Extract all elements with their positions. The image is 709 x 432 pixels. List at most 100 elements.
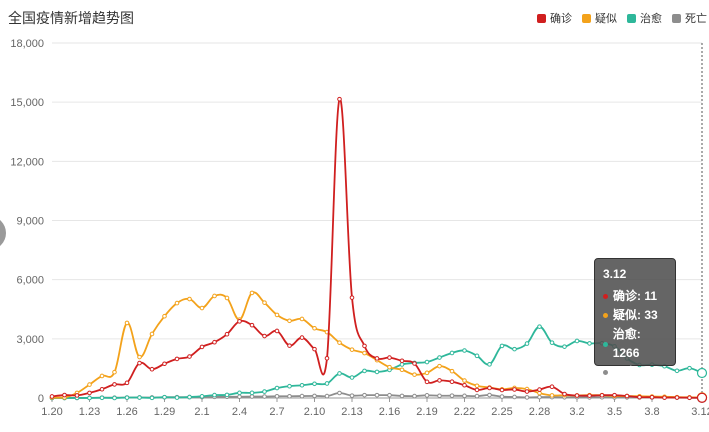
data-point xyxy=(137,395,142,400)
data-point xyxy=(312,346,317,352)
data-point xyxy=(99,395,105,401)
tooltip-value-confirmed: 确诊: 11 xyxy=(613,289,658,303)
data-point xyxy=(487,392,492,398)
data-point xyxy=(512,346,517,352)
x-tick-label: 1.29 xyxy=(154,406,175,418)
data-point xyxy=(537,394,542,400)
data-point xyxy=(587,341,592,346)
data-point xyxy=(637,394,642,400)
legend-swatch-dead xyxy=(672,13,681,23)
tooltip-value-cured: 治愈: 1266 xyxy=(612,327,641,360)
data-point xyxy=(262,333,267,339)
data-point xyxy=(199,344,205,350)
data-point xyxy=(687,395,692,401)
legend-label-suspected: 疑似 xyxy=(595,13,617,25)
x-tick-label: 2.28 xyxy=(529,406,550,418)
data-point xyxy=(287,383,292,389)
chart-title: 全国疫情新增趋势图 xyxy=(8,10,134,26)
data-point xyxy=(696,392,708,403)
data-point xyxy=(387,392,392,398)
x-tick-label: 3.5 xyxy=(607,406,622,418)
data-point xyxy=(462,382,467,388)
data-point xyxy=(74,393,80,398)
data-point xyxy=(337,96,342,102)
data-point xyxy=(112,395,117,401)
x-tick-label: 2.4 xyxy=(232,406,247,418)
data-point xyxy=(274,312,280,318)
data-point xyxy=(587,393,592,398)
data-point xyxy=(262,394,267,399)
data-point xyxy=(187,296,192,302)
data-point xyxy=(399,393,405,399)
data-point xyxy=(224,295,230,301)
y-tick-label: 15,000 xyxy=(10,97,44,109)
legend-item-suspected[interactable]: 疑似 xyxy=(582,10,617,26)
data-point xyxy=(87,395,92,401)
legend-item-dead[interactable]: 死亡 xyxy=(672,10,707,26)
tooltip-date: 3.12 xyxy=(603,267,627,281)
data-point xyxy=(374,392,380,398)
data-point xyxy=(424,393,430,398)
data-point xyxy=(174,356,180,362)
data-point xyxy=(87,382,92,387)
tooltip-value-dead: 死亡: 7 xyxy=(613,365,652,379)
data-point xyxy=(299,316,305,322)
x-tick-label: 1.23 xyxy=(79,406,100,418)
data-point xyxy=(187,354,192,359)
data-point xyxy=(349,295,355,300)
data-point xyxy=(424,370,430,376)
data-point xyxy=(474,393,480,399)
data-point xyxy=(362,350,367,356)
data-point xyxy=(249,394,255,399)
data-point xyxy=(212,339,217,345)
data-point xyxy=(212,293,217,299)
x-tick-label: 1.26 xyxy=(116,406,137,418)
data-point xyxy=(324,393,330,399)
data-point xyxy=(124,320,130,326)
data-point xyxy=(149,366,155,372)
scroll-handle[interactable] xyxy=(0,216,6,250)
data-point xyxy=(412,393,417,399)
data-point xyxy=(512,394,517,400)
data-point xyxy=(562,391,567,397)
data-point xyxy=(287,318,292,324)
data-point xyxy=(487,385,492,391)
data-point xyxy=(337,340,342,345)
data-point xyxy=(412,372,417,377)
data-point xyxy=(349,375,355,380)
data-point xyxy=(262,389,267,394)
data-point xyxy=(249,390,255,396)
legend-label-cured: 治愈 xyxy=(640,13,662,25)
data-point xyxy=(174,395,180,400)
data-point xyxy=(324,381,330,386)
tooltip: 3.12 确诊: 11 疑似: 33 治愈: 1266 死亡: 7 xyxy=(594,258,676,379)
data-point xyxy=(549,393,555,398)
data-point xyxy=(162,361,167,367)
legend-label-confirmed: 确诊 xyxy=(550,13,572,25)
data-point xyxy=(137,354,142,360)
data-point xyxy=(349,347,355,352)
data-point xyxy=(224,392,230,398)
data-point xyxy=(474,353,480,359)
legend-item-confirmed[interactable]: 确诊 xyxy=(537,10,572,26)
data-point xyxy=(524,389,530,394)
data-point xyxy=(599,392,605,398)
legend-swatch-cured xyxy=(627,13,636,23)
data-point xyxy=(337,390,342,396)
data-point xyxy=(412,361,417,366)
data-point xyxy=(162,313,167,319)
data-point xyxy=(249,322,255,328)
data-point xyxy=(299,335,305,340)
data-point xyxy=(124,395,130,400)
legend-item-cured[interactable]: 治愈 xyxy=(627,10,662,26)
data-point xyxy=(449,379,455,385)
data-point xyxy=(687,365,692,371)
data-point xyxy=(87,390,92,396)
y-tick-label: 6,000 xyxy=(16,275,44,287)
data-point xyxy=(437,378,442,383)
tooltip-dot-cured xyxy=(603,341,608,347)
data-point xyxy=(162,394,167,400)
data-point xyxy=(524,395,530,400)
data-point xyxy=(562,344,567,349)
y-tick-label: 18,000 xyxy=(10,38,44,50)
